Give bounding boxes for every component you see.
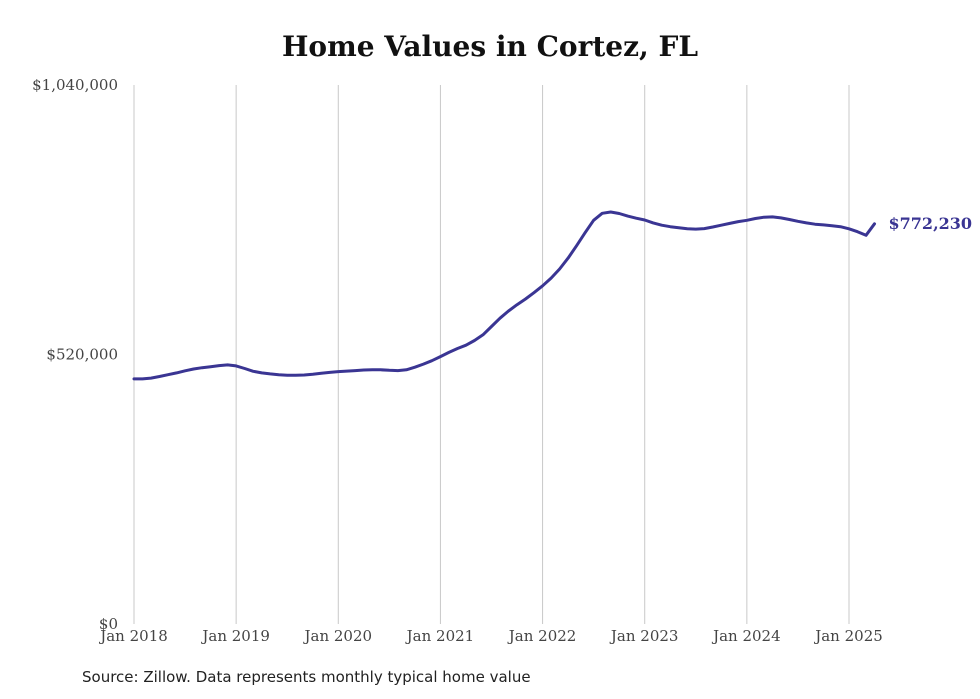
x-tick-label: Jan 2020 — [303, 627, 373, 645]
x-axis-tick-labels: Jan 2018 Jan 2019 Jan 2020 Jan 2021 Jan 2022… — [98, 627, 883, 645]
y-axis-tick-labels: $0 $520,000 $1,040,000 — [32, 76, 118, 633]
x-tick-label: Jan 2025 — [813, 627, 883, 645]
gridlines — [133, 85, 850, 624]
y-tick-label: $1,040,000 — [32, 76, 118, 94]
x-tick-label: Jan 2022 — [507, 627, 577, 645]
end-value-label: $772,230 — [889, 214, 973, 233]
x-tick-label: Jan 2021 — [405, 627, 475, 645]
x-tick-label: Jan 2019 — [200, 627, 270, 645]
y-tick-label: $520,000 — [46, 346, 118, 364]
x-tick-label: Jan 2023 — [609, 627, 679, 645]
x-tick-label: Jan 2018 — [98, 627, 168, 645]
source-note: Source: Zillow. Data represents monthly … — [82, 668, 531, 686]
x-tick-label: Jan 2024 — [711, 627, 781, 645]
series-line-home-value — [132, 210, 876, 381]
chart-title: Home Values in Cortez, FL — [281, 30, 699, 63]
y-tick-label: $0 — [99, 615, 118, 633]
